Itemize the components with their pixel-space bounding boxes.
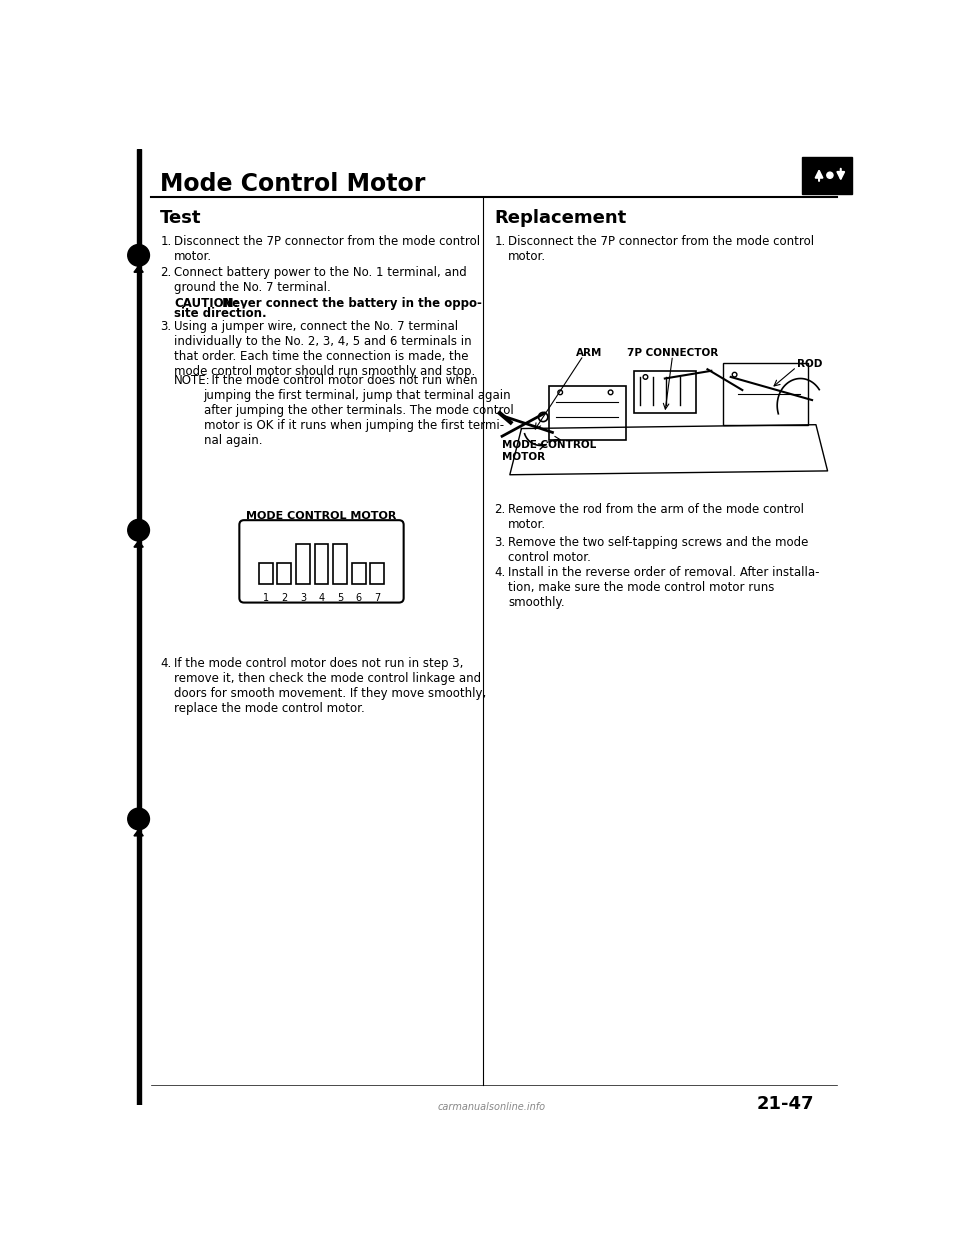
Bar <box>315 544 328 584</box>
Text: If the mode control motor does not run when
jumping the first terminal, jump tha: If the mode control motor does not run w… <box>204 374 514 447</box>
Text: Connect battery power to the No. 1 terminal, and
ground the No. 7 terminal.: Connect battery power to the No. 1 termi… <box>175 266 467 294</box>
Text: 1.: 1. <box>494 235 506 248</box>
Bar <box>371 563 384 584</box>
Bar <box>723 363 808 425</box>
Bar <box>351 563 366 584</box>
Polygon shape <box>134 266 143 272</box>
Circle shape <box>827 173 833 179</box>
Bar <box>333 544 348 584</box>
Text: 2: 2 <box>281 594 287 604</box>
Circle shape <box>732 373 737 378</box>
Bar <box>634 371 696 414</box>
Text: Install in the reverse order of removal. After installa-
tion, make sure the mod: Install in the reverse order of removal.… <box>508 566 820 610</box>
Text: 4: 4 <box>319 594 324 604</box>
Text: MODE CONTROL MOTOR: MODE CONTROL MOTOR <box>247 510 396 520</box>
Text: MODE CONTROL
MOTOR: MODE CONTROL MOTOR <box>502 440 596 462</box>
Bar <box>802 156 852 194</box>
Bar <box>548 386 626 440</box>
Text: 5: 5 <box>337 594 344 604</box>
Circle shape <box>609 390 612 395</box>
Circle shape <box>128 519 150 542</box>
Text: NOTE:: NOTE: <box>175 374 211 386</box>
Text: 21-47: 21-47 <box>756 1094 814 1113</box>
Circle shape <box>558 390 563 395</box>
Text: 3.: 3. <box>494 535 506 549</box>
Text: CAUTION:: CAUTION: <box>175 297 239 310</box>
Text: 3.: 3. <box>160 320 172 333</box>
Text: 7: 7 <box>374 594 380 604</box>
Text: 3: 3 <box>300 594 306 604</box>
Text: 6: 6 <box>355 594 362 604</box>
Text: 4.: 4. <box>160 657 172 671</box>
Text: 4.: 4. <box>494 566 506 579</box>
Text: Replacement: Replacement <box>494 209 627 227</box>
Text: If the mode control motor does not run in step 3,
remove it, then check the mode: If the mode control motor does not run i… <box>175 657 487 715</box>
Bar <box>296 544 310 584</box>
Text: 2.: 2. <box>494 503 506 517</box>
Text: Remove the rod from the arm of the mode control
motor.: Remove the rod from the arm of the mode … <box>508 503 804 532</box>
Circle shape <box>128 809 150 830</box>
Text: 1.: 1. <box>160 235 172 248</box>
Text: Never connect the battery in the oppo-: Never connect the battery in the oppo- <box>218 297 482 310</box>
Circle shape <box>643 375 648 379</box>
Text: 7P CONNECTOR: 7P CONNECTOR <box>627 348 718 358</box>
Text: Disconnect the 7P connector from the mode control
motor.: Disconnect the 7P connector from the mod… <box>508 235 814 263</box>
Bar <box>259 563 273 584</box>
Circle shape <box>539 412 548 421</box>
Text: Test: Test <box>160 209 202 227</box>
Circle shape <box>128 245 150 266</box>
Text: 1: 1 <box>263 594 269 604</box>
Bar <box>277 563 291 584</box>
Text: ARM: ARM <box>576 348 602 358</box>
Bar <box>137 149 141 1105</box>
Text: ROD: ROD <box>797 359 822 369</box>
Polygon shape <box>134 830 143 836</box>
Text: Disconnect the 7P connector from the mode control
motor.: Disconnect the 7P connector from the mod… <box>175 235 480 263</box>
Text: Mode Control Motor: Mode Control Motor <box>160 173 425 196</box>
Text: Remove the two self-tapping screws and the mode
control motor.: Remove the two self-tapping screws and t… <box>508 535 808 564</box>
Text: 2.: 2. <box>160 266 172 279</box>
Text: carmanualsonline.info: carmanualsonline.info <box>438 1102 546 1112</box>
Polygon shape <box>134 542 143 548</box>
Text: Using a jumper wire, connect the No. 7 terminal
individually to the No. 2, 3, 4,: Using a jumper wire, connect the No. 7 t… <box>175 320 475 378</box>
FancyBboxPatch shape <box>239 520 403 602</box>
Text: site direction.: site direction. <box>175 307 267 320</box>
